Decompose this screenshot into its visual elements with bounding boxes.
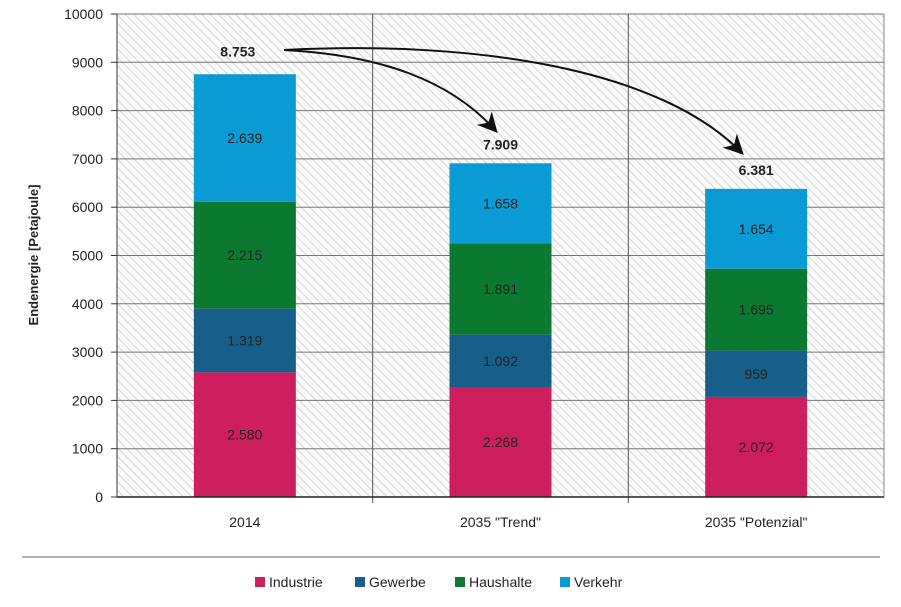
legend-item-gewerbe: Gewerbe [355, 574, 426, 590]
bar-verkehr [705, 188, 808, 269]
legend: Industrie Gewerbe Haushalte Verkehr [255, 574, 623, 590]
legend-swatch [455, 577, 465, 587]
bar-value-label: 1.658 [483, 195, 518, 211]
bar-industrie [449, 387, 552, 497]
bar-gewerbe [449, 334, 552, 388]
y-tick-label: 7000 [72, 151, 103, 167]
y-tick-label: 4000 [72, 296, 103, 312]
legend-label: Haushalte [469, 574, 532, 590]
bar-value-label: 2.215 [227, 247, 262, 263]
bar-value-label: 2.580 [227, 427, 262, 443]
legend-swatch [255, 577, 265, 587]
y-tick-label: 2000 [72, 392, 103, 408]
legend-label: Gewerbe [369, 574, 426, 590]
legend-item-haushalte: Haushalte [455, 574, 532, 590]
legend-swatch [355, 577, 365, 587]
total-label: 8.753 [220, 43, 255, 59]
total-label: 7.909 [483, 136, 518, 152]
bar-value-label: 2.268 [483, 434, 518, 450]
bar-value-label: 1.891 [483, 281, 518, 297]
y-tick-label: 10000 [64, 6, 103, 22]
x-tick-label: 2035 "Potenzial" [705, 514, 808, 530]
bar-value-label: 959 [744, 366, 768, 382]
bar-value-label: 1.654 [739, 221, 774, 237]
bar-value-label: 1.092 [483, 353, 518, 369]
bar-haushalte [193, 201, 296, 309]
bar-gewerbe [705, 350, 808, 397]
arrow-to-trend [283, 49, 498, 133]
bar-value-label: 2.072 [739, 439, 774, 455]
x-tick-label: 2035 "Trend" [460, 514, 541, 530]
y-tick-label: 9000 [72, 54, 103, 70]
total-label: 6.381 [739, 162, 774, 178]
x-tick-label: 2014 [229, 514, 260, 530]
legend-label: Verkehr [574, 574, 623, 590]
y-tick-label: 8000 [72, 103, 103, 119]
bar-gewerbe [193, 308, 296, 373]
y-tick-label: 6000 [72, 199, 103, 215]
legend-item-industrie: Industrie [255, 574, 323, 590]
y-axis-label: Endenergie [Petajoule] [26, 185, 41, 326]
legend-swatch [560, 577, 570, 587]
y-tick-label: 5000 [72, 248, 103, 264]
bar-industrie [193, 372, 296, 497]
legend-label: Industrie [269, 574, 323, 590]
bar-haushalte [449, 243, 552, 335]
legend-item-verkehr: Verkehr [560, 574, 623, 590]
bar-verkehr [449, 163, 552, 244]
bar-industrie [705, 396, 808, 497]
y-tick-label: 0 [95, 489, 103, 505]
bar-haushalte [705, 268, 808, 351]
arrow-to-potenzial [283, 47, 744, 155]
bar-value-label: 1.319 [227, 333, 262, 349]
y-tick-label: 3000 [72, 344, 103, 360]
bar-value-label: 2.639 [227, 130, 262, 146]
y-tick-label: 1000 [72, 441, 103, 457]
bar-value-label: 1.695 [739, 302, 774, 318]
bar-verkehr [193, 74, 296, 202]
